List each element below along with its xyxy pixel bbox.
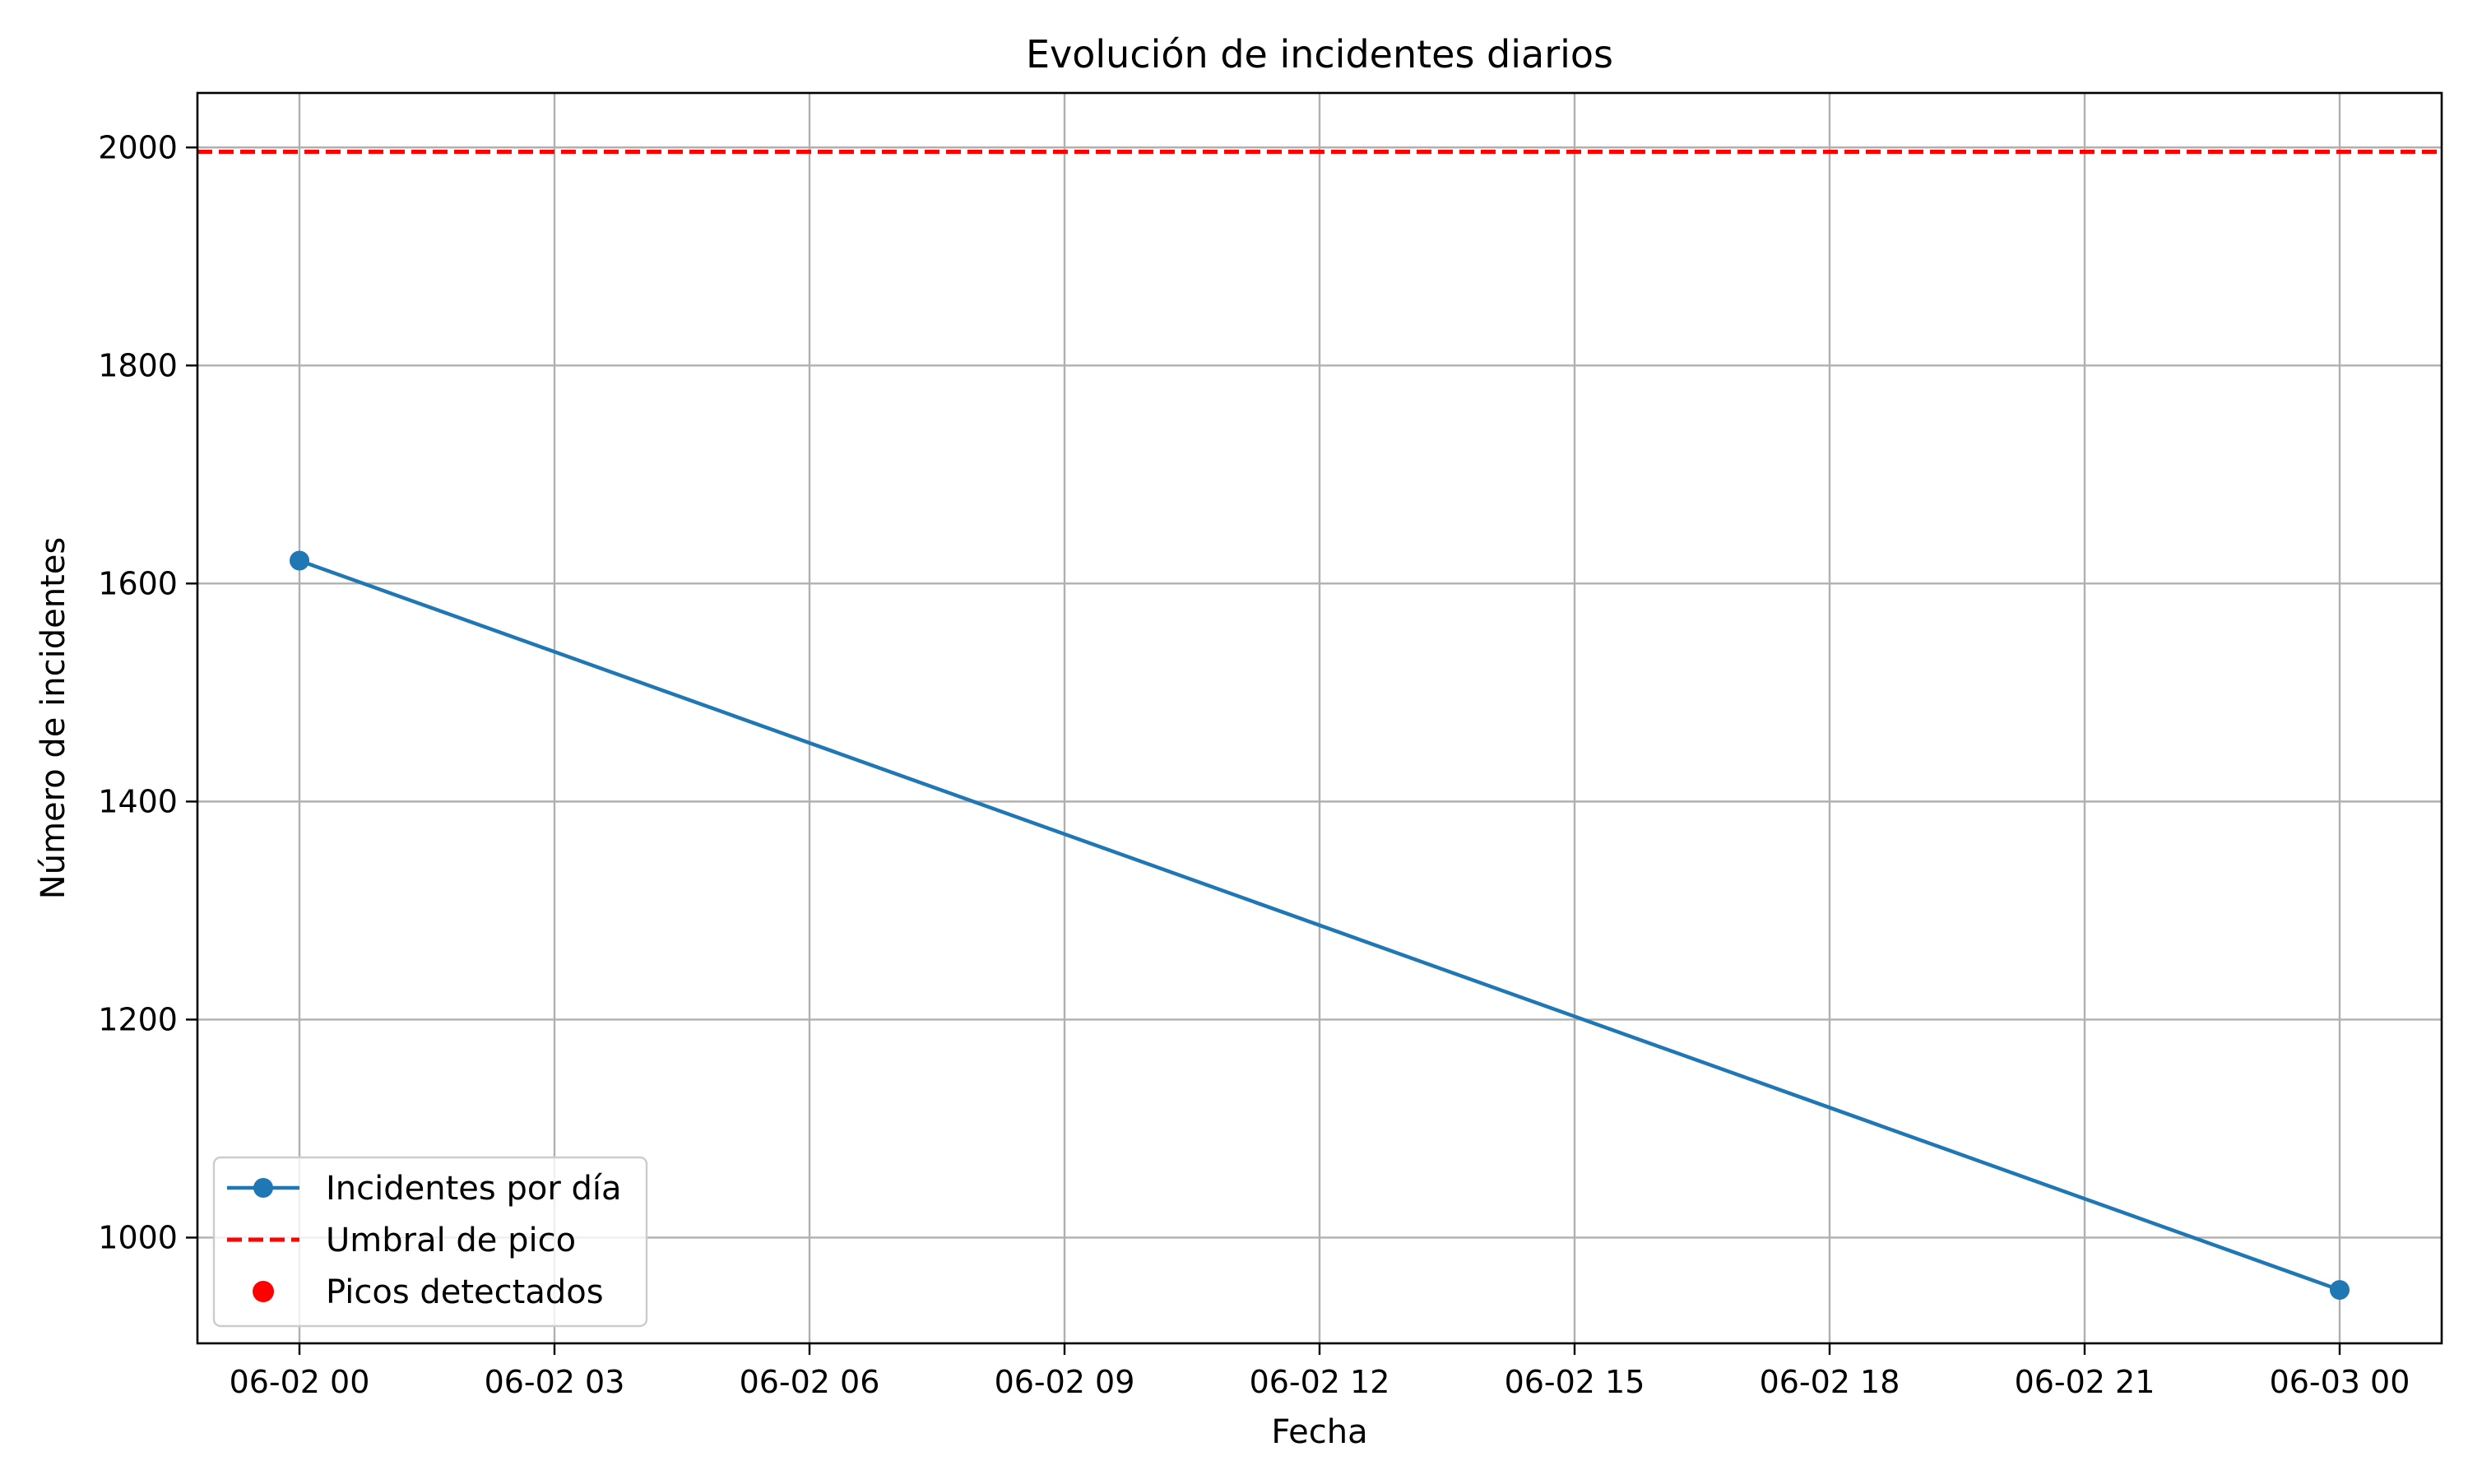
x-tick-label: 06-02 15: [1505, 1364, 1645, 1400]
y-tick-label: 1000: [98, 1219, 178, 1255]
y-tick-label: 1600: [98, 565, 178, 601]
chart-title: Evolución de incidentes diarios: [1026, 32, 1613, 77]
data-point: [2330, 1280, 2350, 1301]
legend-label: Umbral de pico: [326, 1222, 576, 1259]
y-axis-label: Número de incidentes: [35, 537, 72, 899]
legend-swatch-marker: [253, 1178, 273, 1198]
x-tick-label: 06-02 09: [995, 1364, 1135, 1400]
legend-label: Picos detectados: [326, 1273, 604, 1311]
y-tick-label: 2000: [98, 129, 178, 165]
x-tick-label: 06-02 18: [1760, 1364, 1900, 1400]
legend-label: Incidentes por día: [326, 1170, 622, 1208]
x-tick-label: 06-02 03: [485, 1364, 625, 1400]
legend-swatch-dot: [253, 1281, 274, 1302]
x-axis-label: Fecha: [1271, 1413, 1367, 1451]
x-tick-label: 06-03 00: [2270, 1364, 2410, 1400]
x-tick-label: 06-02 06: [740, 1364, 880, 1400]
x-tick-label: 06-02 00: [230, 1364, 370, 1400]
y-tick-label: 1200: [98, 1001, 178, 1037]
y-tick-label: 1800: [98, 347, 178, 383]
series-line-incidentes: [299, 559, 2340, 1292]
y-tick-label: 1400: [98, 783, 178, 819]
data-point: [290, 550, 309, 571]
x-tick-label: 06-02 21: [2015, 1364, 2155, 1400]
legend-box: [212, 1156, 648, 1328]
x-tick-label: 06-02 12: [1250, 1364, 1390, 1400]
